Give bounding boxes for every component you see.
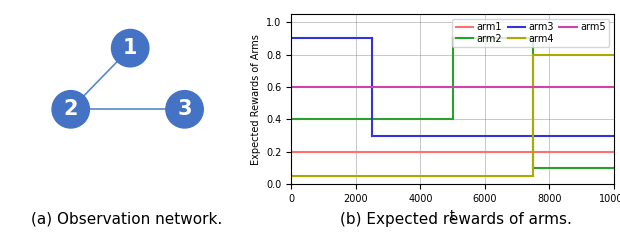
Text: 3: 3 — [177, 99, 192, 119]
Text: (b) Expected rewards of arms.: (b) Expected rewards of arms. — [340, 211, 572, 227]
Text: 2: 2 — [63, 99, 78, 119]
Y-axis label: Expected Rewards of Arms: Expected Rewards of Arms — [250, 34, 261, 164]
Text: (a) Observation network.: (a) Observation network. — [32, 211, 223, 227]
Circle shape — [112, 30, 149, 67]
Text: 1: 1 — [123, 38, 138, 58]
X-axis label: t: t — [450, 209, 455, 222]
Circle shape — [166, 91, 203, 128]
Circle shape — [52, 91, 89, 128]
Legend: arm1, arm2, arm3, arm4, arm5: arm1, arm2, arm3, arm4, arm5 — [453, 19, 609, 47]
